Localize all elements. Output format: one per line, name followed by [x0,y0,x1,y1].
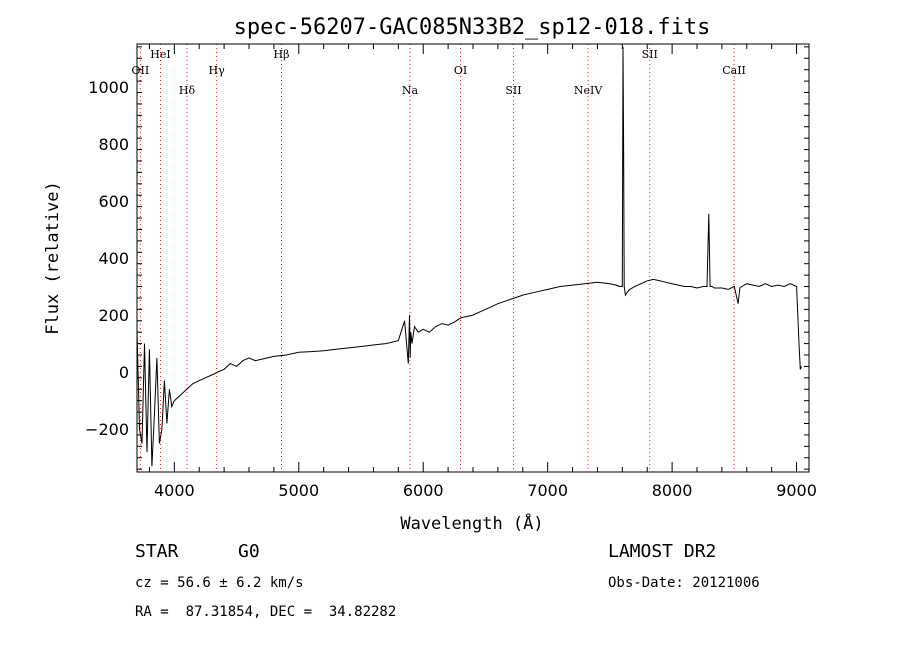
redshift-velocity: cz = 56.6 ± 6.2 km/s [135,575,304,591]
survey-name: LAMOST DR2 [608,541,717,562]
y-axis-title: Flux (relative) [43,181,63,335]
line-marker-label: Na [402,84,419,97]
y-tick-label: −200 [85,420,129,439]
y-tick-label: 600 [98,192,129,211]
x-tick-label: 9000 [776,481,817,500]
x-tick-label: 4000 [154,481,195,500]
x-tick-label: 8000 [652,481,693,500]
sky-coordinates: RA = 87.31854, DEC = 34.82282 [135,604,397,620]
line-marker-label: SII [505,84,521,97]
line-marker-label: NeIV [574,84,603,97]
line-marker-label: CaII [722,64,746,77]
y-tick-label: 200 [98,306,129,325]
line-marker-label: HeI [150,48,170,61]
line-marker-label: Hδ [179,84,196,97]
line-marker-label: OI [454,64,467,77]
y-tick-label: 400 [98,249,129,268]
y-tick-label: 0 [119,363,129,382]
y-tick-label: 1000 [88,78,129,97]
object-class: STAR [135,541,179,562]
line-marker-label: Hβ [274,48,290,61]
spectrum-line [136,46,802,467]
x-axis-title: Wavelength (Å) [400,512,543,534]
y-tick-label: 800 [98,135,129,154]
line-marker-label: OII [132,64,150,77]
chart-title: spec-56207-GAC085N33B2_sp12-018.fits [234,15,711,40]
line-marker-label: SII [642,48,658,61]
x-tick-label: 6000 [403,481,444,500]
x-tick-label: 7000 [527,481,568,500]
observation-date: Obs-Date: 20121006 [608,575,760,591]
object-subclass: G0 [238,541,260,562]
line-marker-label: Hγ [209,64,226,77]
x-tick-label: 5000 [278,481,319,500]
